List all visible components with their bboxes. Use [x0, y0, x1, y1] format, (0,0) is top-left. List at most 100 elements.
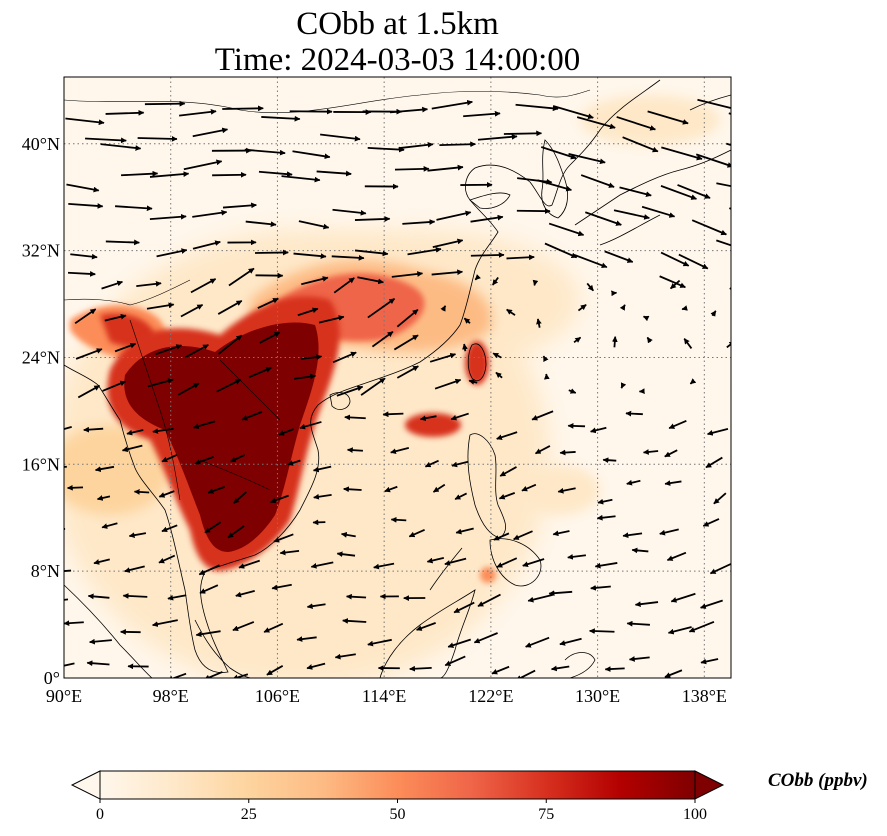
wind-arrow: [491, 276, 499, 286]
wind-arrow: [424, 459, 439, 468]
map-panel: [64, 77, 731, 678]
wind-arrow: [499, 466, 517, 477]
wind-arrow: [477, 593, 501, 607]
wind-arrow: [101, 522, 118, 529]
wind-arrow: [604, 666, 625, 672]
wind-arrow: [503, 130, 543, 137]
wind-arrow: [664, 669, 683, 678]
wind-arrow: [534, 445, 551, 455]
wind-arrow: [496, 557, 518, 568]
wind-arrow: [244, 148, 286, 156]
wind-arrow: [241, 411, 263, 421]
wind-arrow: [158, 554, 176, 564]
wind-arrow: [506, 308, 516, 316]
wind-vectors: [64, 98, 731, 678]
wind-arrow: [75, 348, 103, 360]
wind-arrow: [542, 355, 549, 363]
wind-arrow: [194, 456, 214, 465]
wind-arrow: [64, 620, 84, 627]
wind-arrow: [431, 269, 463, 276]
wind-arrow: [659, 275, 686, 289]
wind-arrow: [619, 186, 652, 197]
wind-arrow: [297, 307, 319, 317]
wind-arrow: [532, 279, 539, 286]
wind-arrow: [396, 308, 419, 328]
wind-arrow: [515, 103, 559, 112]
wind-arrow: [559, 449, 576, 456]
wind-arrow: [261, 115, 301, 122]
wind-arrow: [470, 214, 504, 223]
wind-arrow: [729, 207, 731, 210]
wind-arrow: [245, 220, 277, 228]
wind-arrow: [620, 382, 627, 389]
wind-arrow: [281, 175, 321, 183]
wind-arrow: [705, 456, 723, 469]
wind-arrow: [146, 302, 175, 310]
wind-arrow: [228, 267, 255, 287]
wind-arrow: [320, 133, 361, 142]
coastline-palawan: [429, 547, 463, 591]
wind-arrow: [287, 459, 301, 466]
wind-arrow: [407, 247, 442, 256]
wind-arrow: [695, 153, 731, 168]
coastline-malay-peninsula: [194, 619, 253, 678]
wind-arrow: [697, 98, 731, 110]
wind-arrow: [568, 388, 577, 394]
wind-arrow: [678, 253, 709, 270]
border-indochina: [129, 319, 281, 501]
wind-arrow: [347, 447, 363, 454]
lon-tick-label: 138°E: [682, 686, 727, 706]
wind-arrow: [396, 365, 419, 379]
wind-arrow: [552, 105, 594, 120]
lat-tick-label: 32°N: [22, 241, 60, 261]
wind-arrow: [557, 487, 576, 494]
wind-arrow: [713, 492, 727, 505]
wind-arrow: [498, 492, 516, 500]
wind-arrow: [212, 171, 247, 178]
wind-arrow: [689, 378, 697, 385]
wind-arrow: [336, 551, 356, 558]
wind-arrow: [416, 622, 436, 631]
wind-arrow: [367, 297, 396, 319]
wind-arrow: [273, 533, 294, 543]
wind-arrow: [594, 562, 618, 569]
wind-arrow: [232, 621, 255, 632]
wind-arrow: [357, 276, 384, 285]
wind-arrow: [64, 569, 72, 572]
wind-arrow: [354, 216, 391, 222]
wind-arrow: [513, 530, 533, 541]
wind-arrow: [133, 489, 150, 495]
axes: 90°E 98°E 106°E 114°E 122°E 130°E 138°E 0° 8°N 16…: [22, 134, 727, 706]
wind-arrow: [216, 378, 242, 393]
wind-arrow: [688, 620, 715, 633]
wind-arrow: [515, 669, 536, 678]
colorbar-tick-label: 25: [241, 806, 257, 823]
wind-arrow: [626, 479, 641, 486]
wind-arrow: [294, 373, 317, 380]
wind-arrow: [384, 485, 398, 493]
wind-arrow: [65, 117, 105, 126]
wind-arrow: [367, 146, 405, 153]
wind-arrow: [199, 584, 219, 594]
wind-arrow: [634, 601, 659, 608]
colorbar-tick-label: 100: [683, 806, 707, 823]
wind-arrow: [432, 238, 464, 249]
coastline-taiwan: [467, 343, 487, 382]
wind-arrow: [293, 252, 327, 259]
wind-arrow: [577, 304, 587, 312]
wind-arrow: [455, 527, 474, 535]
wind-arrow: [192, 209, 228, 218]
wind-arrow: [180, 304, 204, 318]
gridlines: [64, 77, 731, 678]
wind-arrow: [271, 583, 292, 591]
wind-arrow: [89, 638, 112, 645]
wind-arrow: [585, 211, 622, 226]
wind-arrow: [573, 336, 582, 344]
lon-tick-label: 98°E: [153, 686, 189, 706]
wind-arrow: [602, 457, 617, 464]
wind-arrow: [436, 210, 472, 221]
wind-arrow: [567, 423, 586, 429]
wind-arrow: [427, 164, 464, 172]
wind-arrow: [334, 653, 356, 660]
wind-arrow: [552, 530, 570, 537]
